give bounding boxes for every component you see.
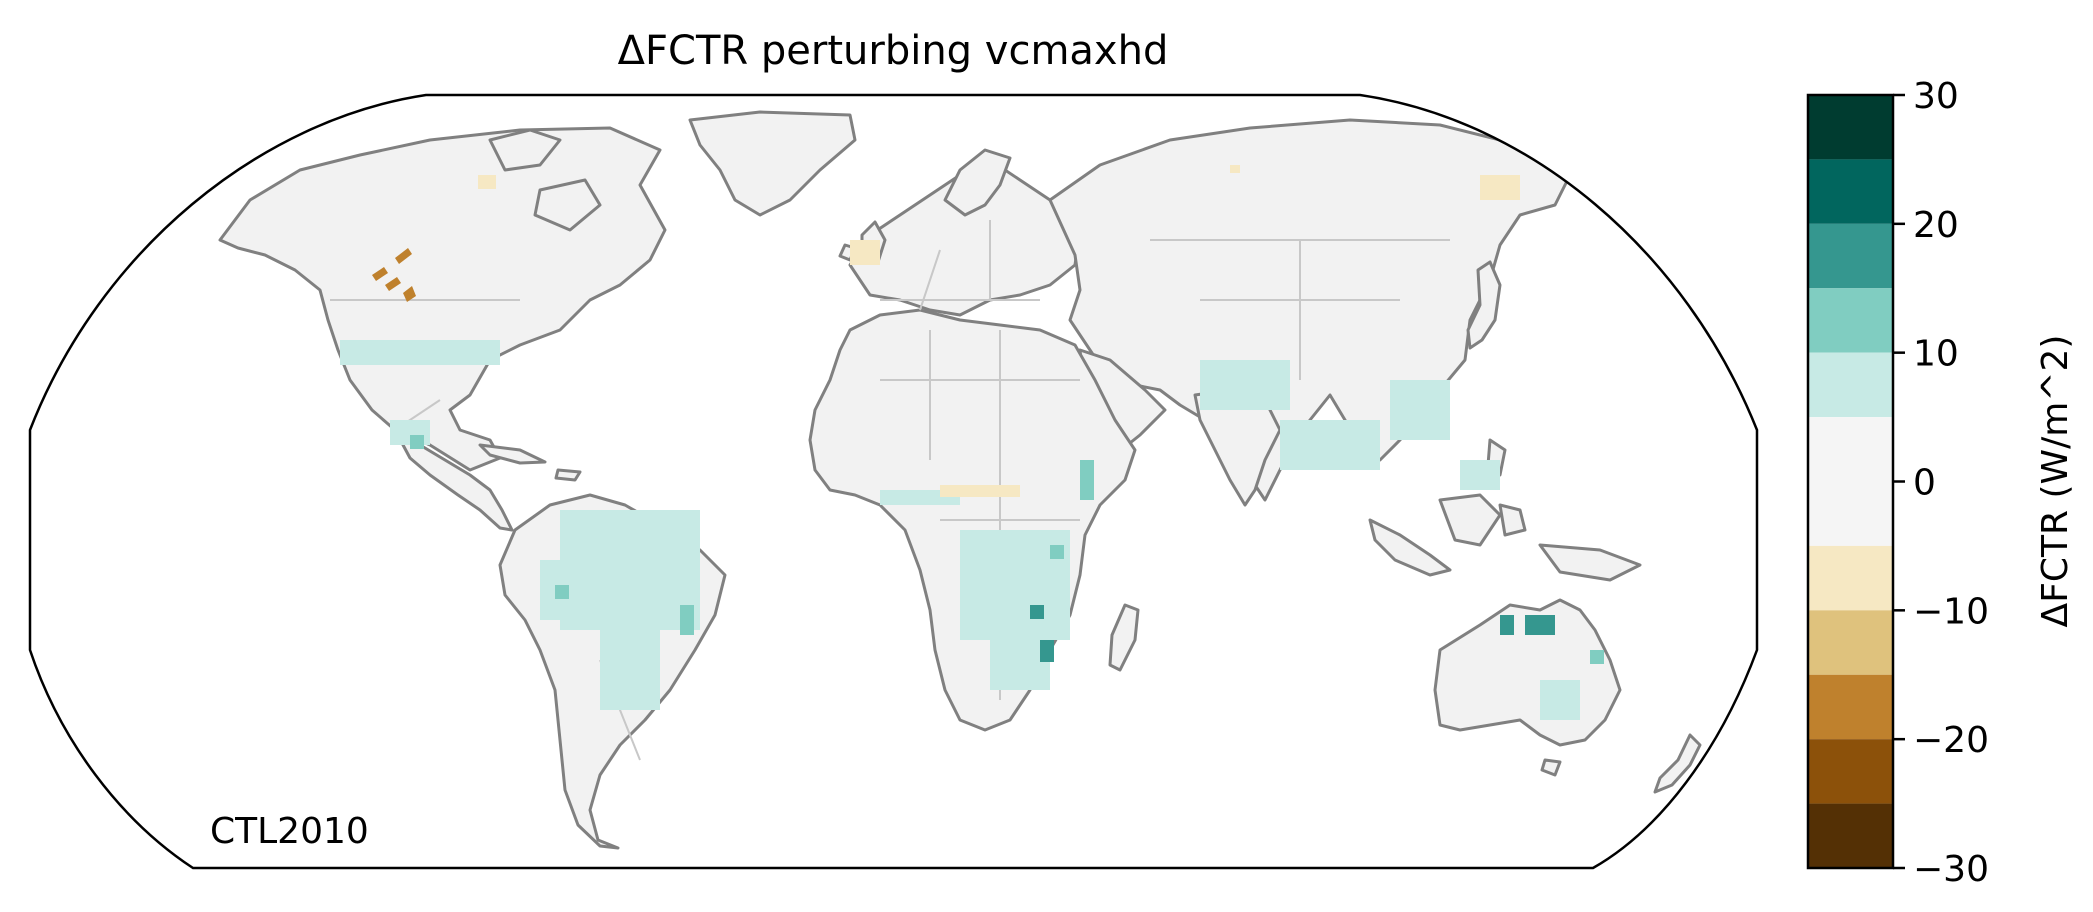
colorbar-bin-5 (1808, 417, 1893, 546)
colorbar-bin-1 (1808, 159, 1893, 224)
colorbar-tick-label: 20 (1913, 205, 1959, 246)
colorbar-tick-label: −30 (1913, 849, 1989, 890)
central-america-landmass (393, 428, 514, 532)
japan-islands (1466, 260, 1502, 350)
arctic-islands (488, 128, 602, 232)
colorbar-tick-label: −10 (1913, 591, 1989, 632)
colorbar-ticks: 30 20 10 0 −10 −20 −30 (1893, 76, 1989, 890)
colorbar-bin-8 (1808, 674, 1893, 740)
map-title: ΔFCTR perturbing vcmaxhd (618, 28, 1169, 74)
greenland-landmass (688, 110, 857, 217)
positive-anomaly-cells (340, 340, 1604, 720)
negative-anomaly-cells (372, 165, 1520, 497)
madagascar-island (1108, 603, 1140, 672)
southeast-asia-islands (1368, 438, 1642, 582)
colorbar-bin-3 (1808, 288, 1893, 353)
colorbar-bin-10 (1808, 803, 1893, 868)
colorbar-bin-6 (1808, 545, 1893, 611)
map-annotation: CTL2010 (210, 811, 369, 852)
world-map: CTL2010 (28, 93, 1759, 870)
map-frame (28, 93, 1759, 870)
colorbar-tick-label: 10 (1913, 334, 1959, 375)
new-zealand-islands (1653, 733, 1702, 794)
colorbar-bin-0 (1808, 95, 1893, 160)
colorbar-bin-2 (1808, 223, 1893, 289)
colorbar: 30 20 10 0 −10 −20 −30 ΔFCTR (W/m^2) (1806, 76, 2076, 890)
colorbar-label: ΔFCTR (W/m^2) (2035, 335, 2076, 628)
colorbar-bin-7 (1808, 610, 1893, 675)
colorbar-tick-label: 30 (1913, 76, 1959, 117)
colorbar-tick-label: −20 (1913, 720, 1989, 761)
colorbar-bin-4 (1808, 352, 1893, 418)
tasmania-island (1540, 758, 1562, 777)
colorbar-bins (1808, 95, 1893, 868)
colorbar-tick-label: 0 (1913, 463, 1936, 504)
colorbar-bin-9 (1808, 739, 1893, 804)
scandinavia-landmass (943, 148, 1012, 217)
caribbean-islands (478, 443, 582, 482)
